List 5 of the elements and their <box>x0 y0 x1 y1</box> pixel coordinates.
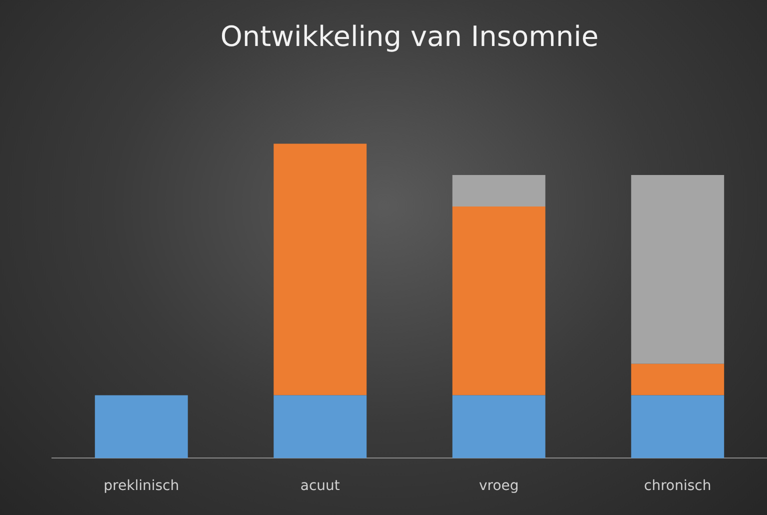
x-tick-label: vroeg <box>478 478 519 494</box>
chart-title: Ontwikkeling van Insomnie <box>220 20 599 54</box>
x-tick-label: acuut <box>300 478 340 494</box>
x-tick-label: preklinisch <box>104 478 180 494</box>
x-tick-label: chronisch <box>644 478 712 494</box>
